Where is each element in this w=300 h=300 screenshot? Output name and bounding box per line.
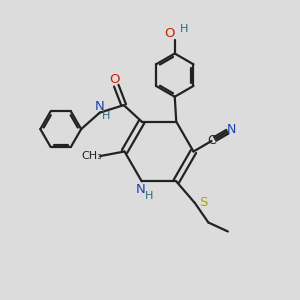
Text: C: C (207, 134, 216, 148)
Text: H: H (102, 111, 110, 121)
Text: N: N (135, 183, 145, 196)
Text: CH₃: CH₃ (82, 151, 103, 161)
Text: O: O (164, 27, 175, 40)
Text: S: S (200, 196, 208, 209)
Text: H: H (180, 24, 188, 34)
Text: O: O (110, 73, 120, 85)
Text: H: H (145, 191, 153, 201)
Text: N: N (94, 100, 104, 112)
Text: N: N (226, 123, 236, 136)
